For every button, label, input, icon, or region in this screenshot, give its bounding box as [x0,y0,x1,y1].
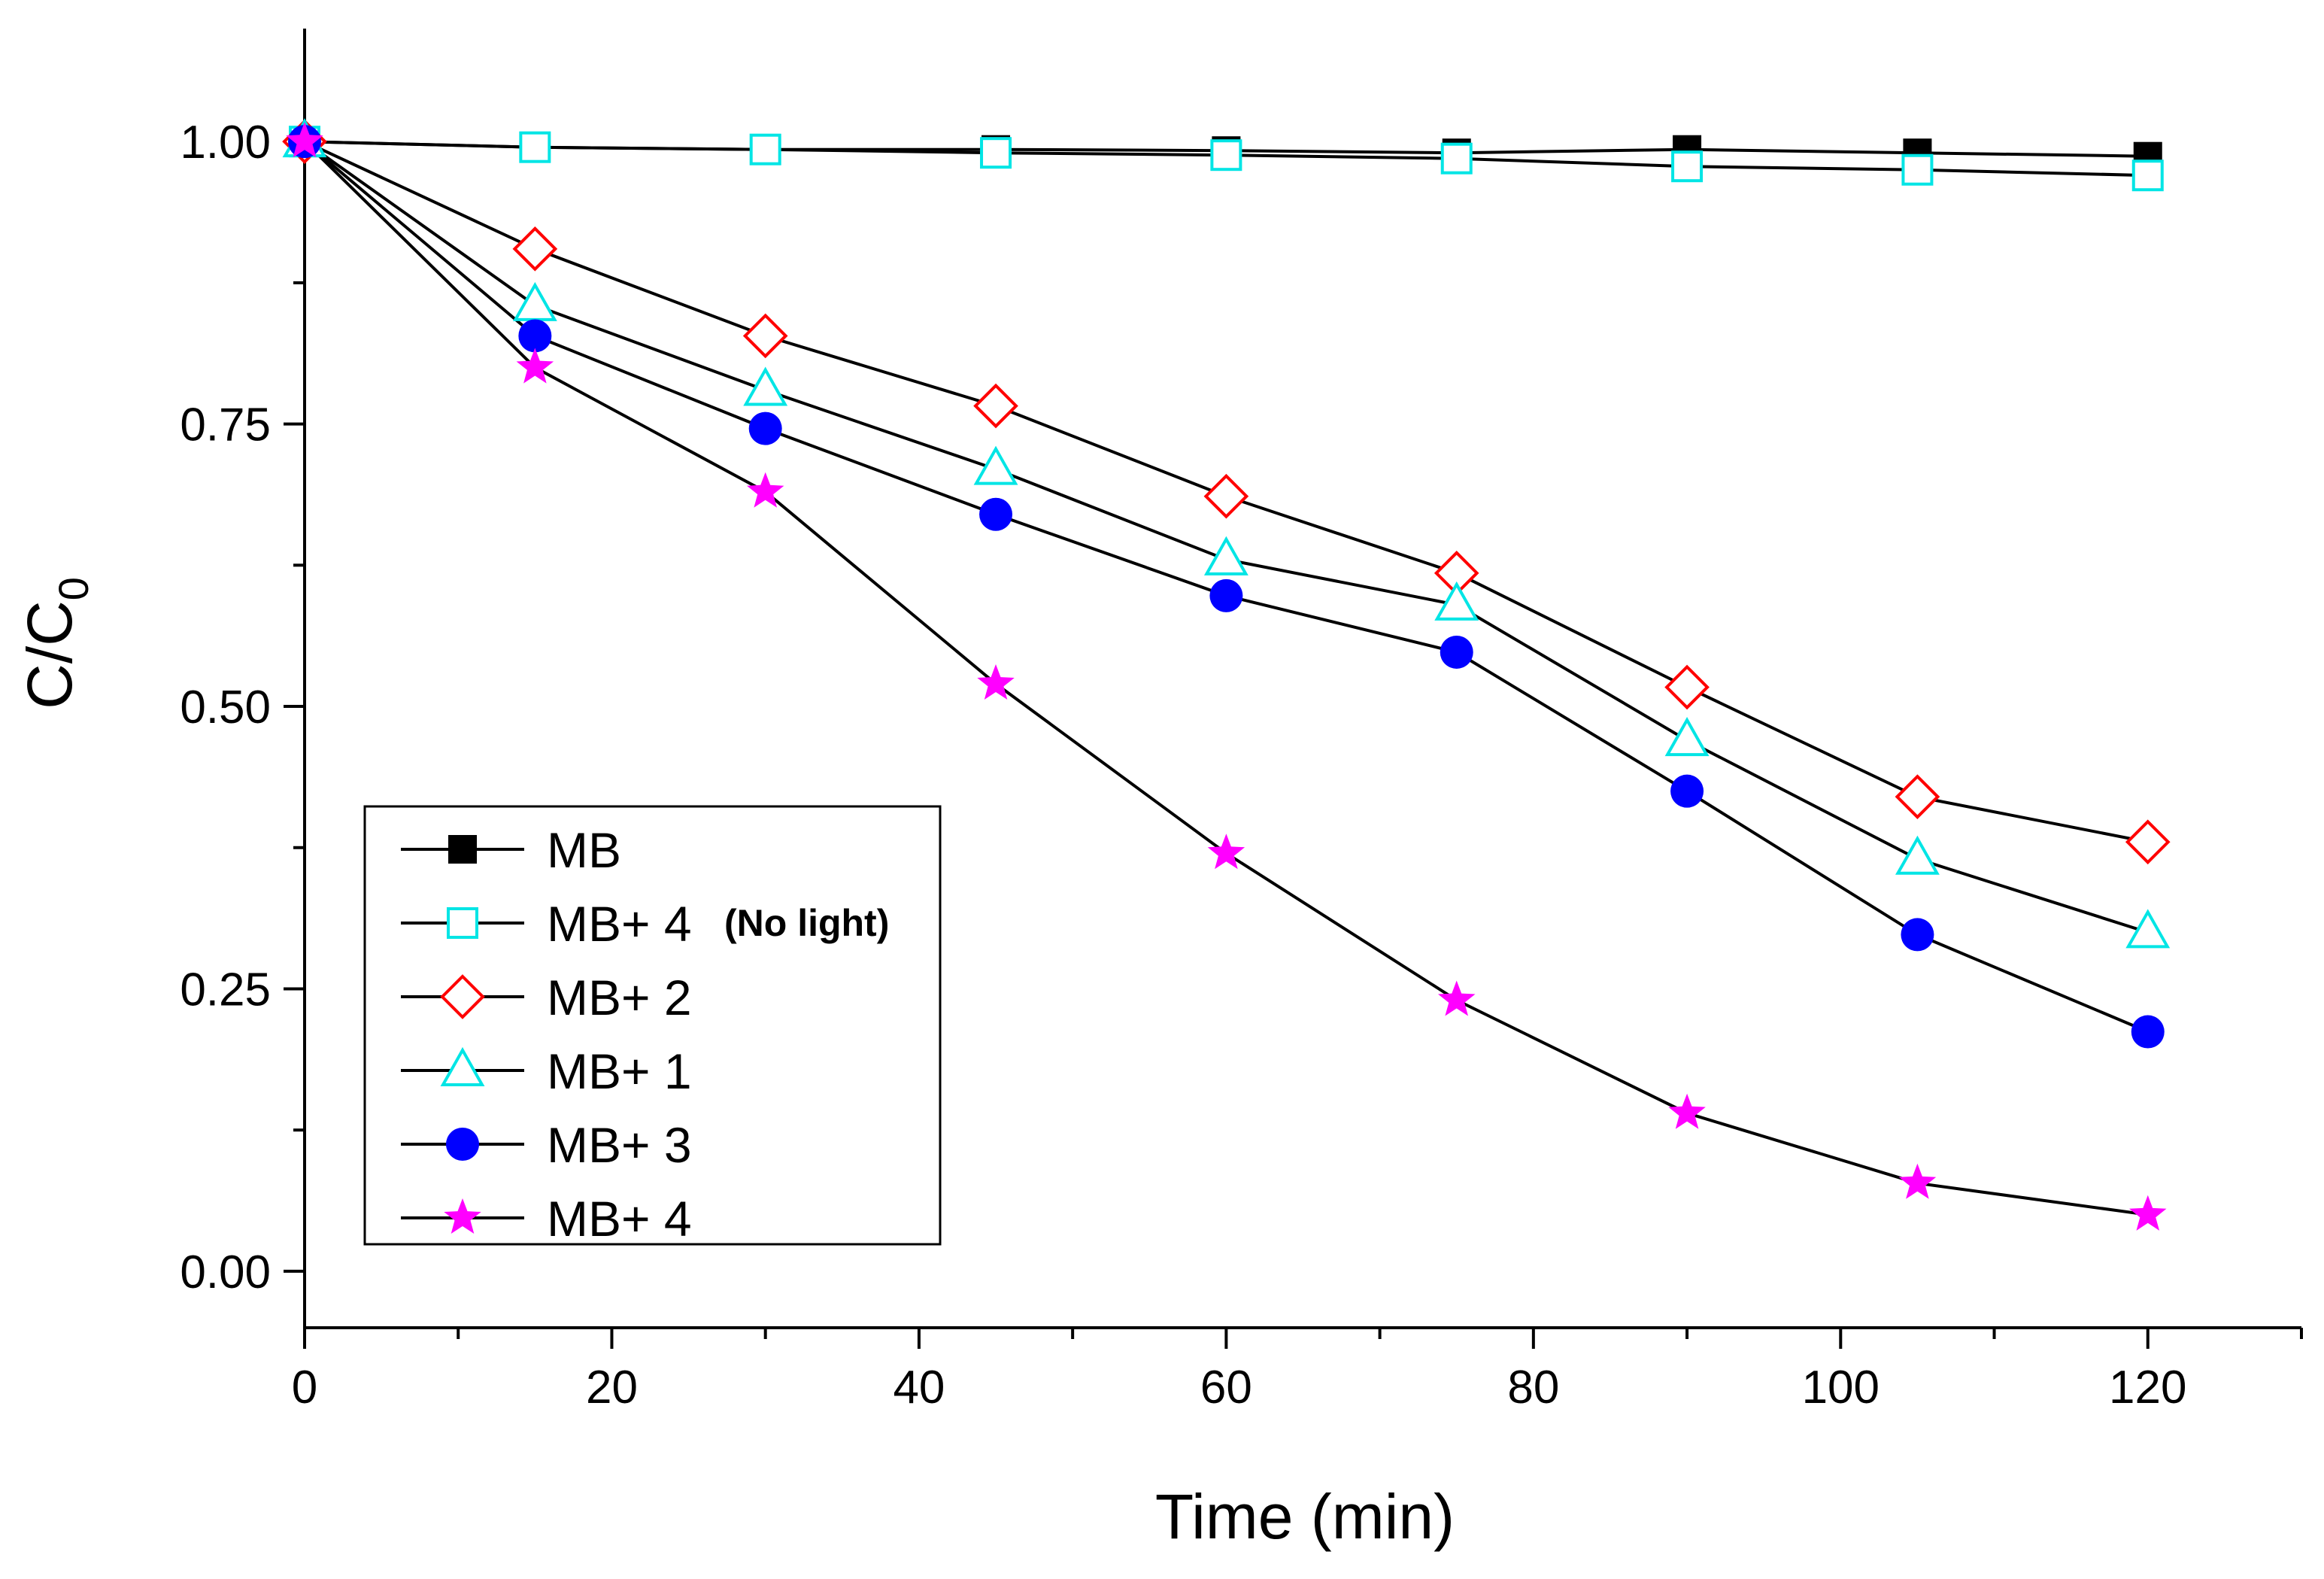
legend-entry: MB+ 2 [401,970,692,1025]
data-point [2125,819,2171,865]
y-tick-label: 1.00 [180,117,271,169]
x-axis-title: Time (min) [1155,1481,1455,1552]
series-markers-4 [282,118,2171,949]
data-point [1210,139,1242,172]
legend-box [363,805,942,1246]
legend-label: MB [547,822,621,878]
legend-entry: MB [401,822,621,878]
data-point [286,122,323,158]
x-tick-label: 20 [586,1362,638,1414]
data-point [1440,635,1473,669]
y-axis-title: C/C0 [14,577,97,709]
data-point [743,366,788,406]
legend-marker [447,907,478,939]
y-tick-label: 0.50 [180,682,271,733]
data-point [512,226,558,272]
data-point [749,133,781,165]
axes: 0 20 40 60 80 100 120 0.00 0.25 0.50 0.75 1.00 [180,29,2303,1414]
x-tick-label: 0 [292,1362,317,1414]
data-point [2131,1015,2165,1049]
data-point [1901,918,1934,952]
series-layer [282,118,2171,1231]
y-axis-title-subscript: 0 [50,577,97,600]
legend-entry: MB+ 4 (No light) [401,896,889,952]
x-tick-label: 40 [893,1362,945,1414]
x-tick-label: 60 [1200,1362,1252,1414]
data-point [1901,153,1934,186]
data-point [1440,142,1473,175]
data-point [2129,1195,2167,1231]
data-point [1668,1093,1706,1129]
data-point [1203,473,1249,519]
data-point [977,664,1015,700]
series-markers-5 [288,125,2165,1049]
x-tick-label: 80 [1507,1362,1559,1414]
data-point [1664,717,1710,757]
data-point [973,445,1018,485]
data-point [2125,909,2171,949]
data-point [1209,578,1243,612]
legend-label: MB+ 1 [547,1043,692,1099]
legend-entry: MB+ 4 [401,1191,692,1246]
legend-marker [444,1198,481,1234]
data-point [518,319,552,353]
legend-entry: MB+ 1 [401,1043,692,1099]
data-point [1434,581,1479,621]
data-point [1203,536,1248,575]
data-point [1895,774,1940,820]
legend-marker [440,974,485,1019]
data-point [519,131,551,163]
x-tick-label: 100 [1802,1362,1880,1414]
data-point [980,137,1012,169]
y-tick-label: 0.25 [180,964,271,1016]
legend-marker [446,1128,479,1161]
legend-label: MB+ 4 [547,1191,692,1246]
x-tick-label: 120 [2109,1362,2186,1414]
y-tick-label: 0.75 [180,399,271,451]
legend-label: MB+ 4 [547,896,692,952]
data-point [1671,150,1704,183]
series-markers-6 [286,122,2167,1231]
legend-label: MB+ 2 [547,970,692,1025]
data-point [1670,774,1704,808]
data-point [1895,835,1940,875]
legend-label: MB+ 3 [547,1117,692,1173]
data-point [1438,980,1476,1016]
y-axis-title-main: C/C [14,600,85,709]
legend: MB MB+ 4 (No light) MB+ 2 MB+ 1 MB+ 3 MB+ 4 [363,805,942,1246]
data-point [973,383,1018,429]
data-point [747,472,784,508]
data-point [512,281,557,321]
legend-marker [440,1046,485,1086]
data-point [1664,664,1710,710]
data-point [2131,159,2164,192]
data-point [516,348,554,384]
data-point [1898,1163,1937,1199]
legend-entry: MB+ 3 [401,1117,692,1173]
data-point [1207,834,1245,870]
y-tick-label: 0.00 [180,1246,271,1298]
legend-marker [448,835,477,864]
legend-note: (No light) [724,902,889,944]
series-markers-3 [282,119,2171,865]
data-point [742,313,788,359]
data-point [979,497,1013,531]
data-point [748,411,782,445]
